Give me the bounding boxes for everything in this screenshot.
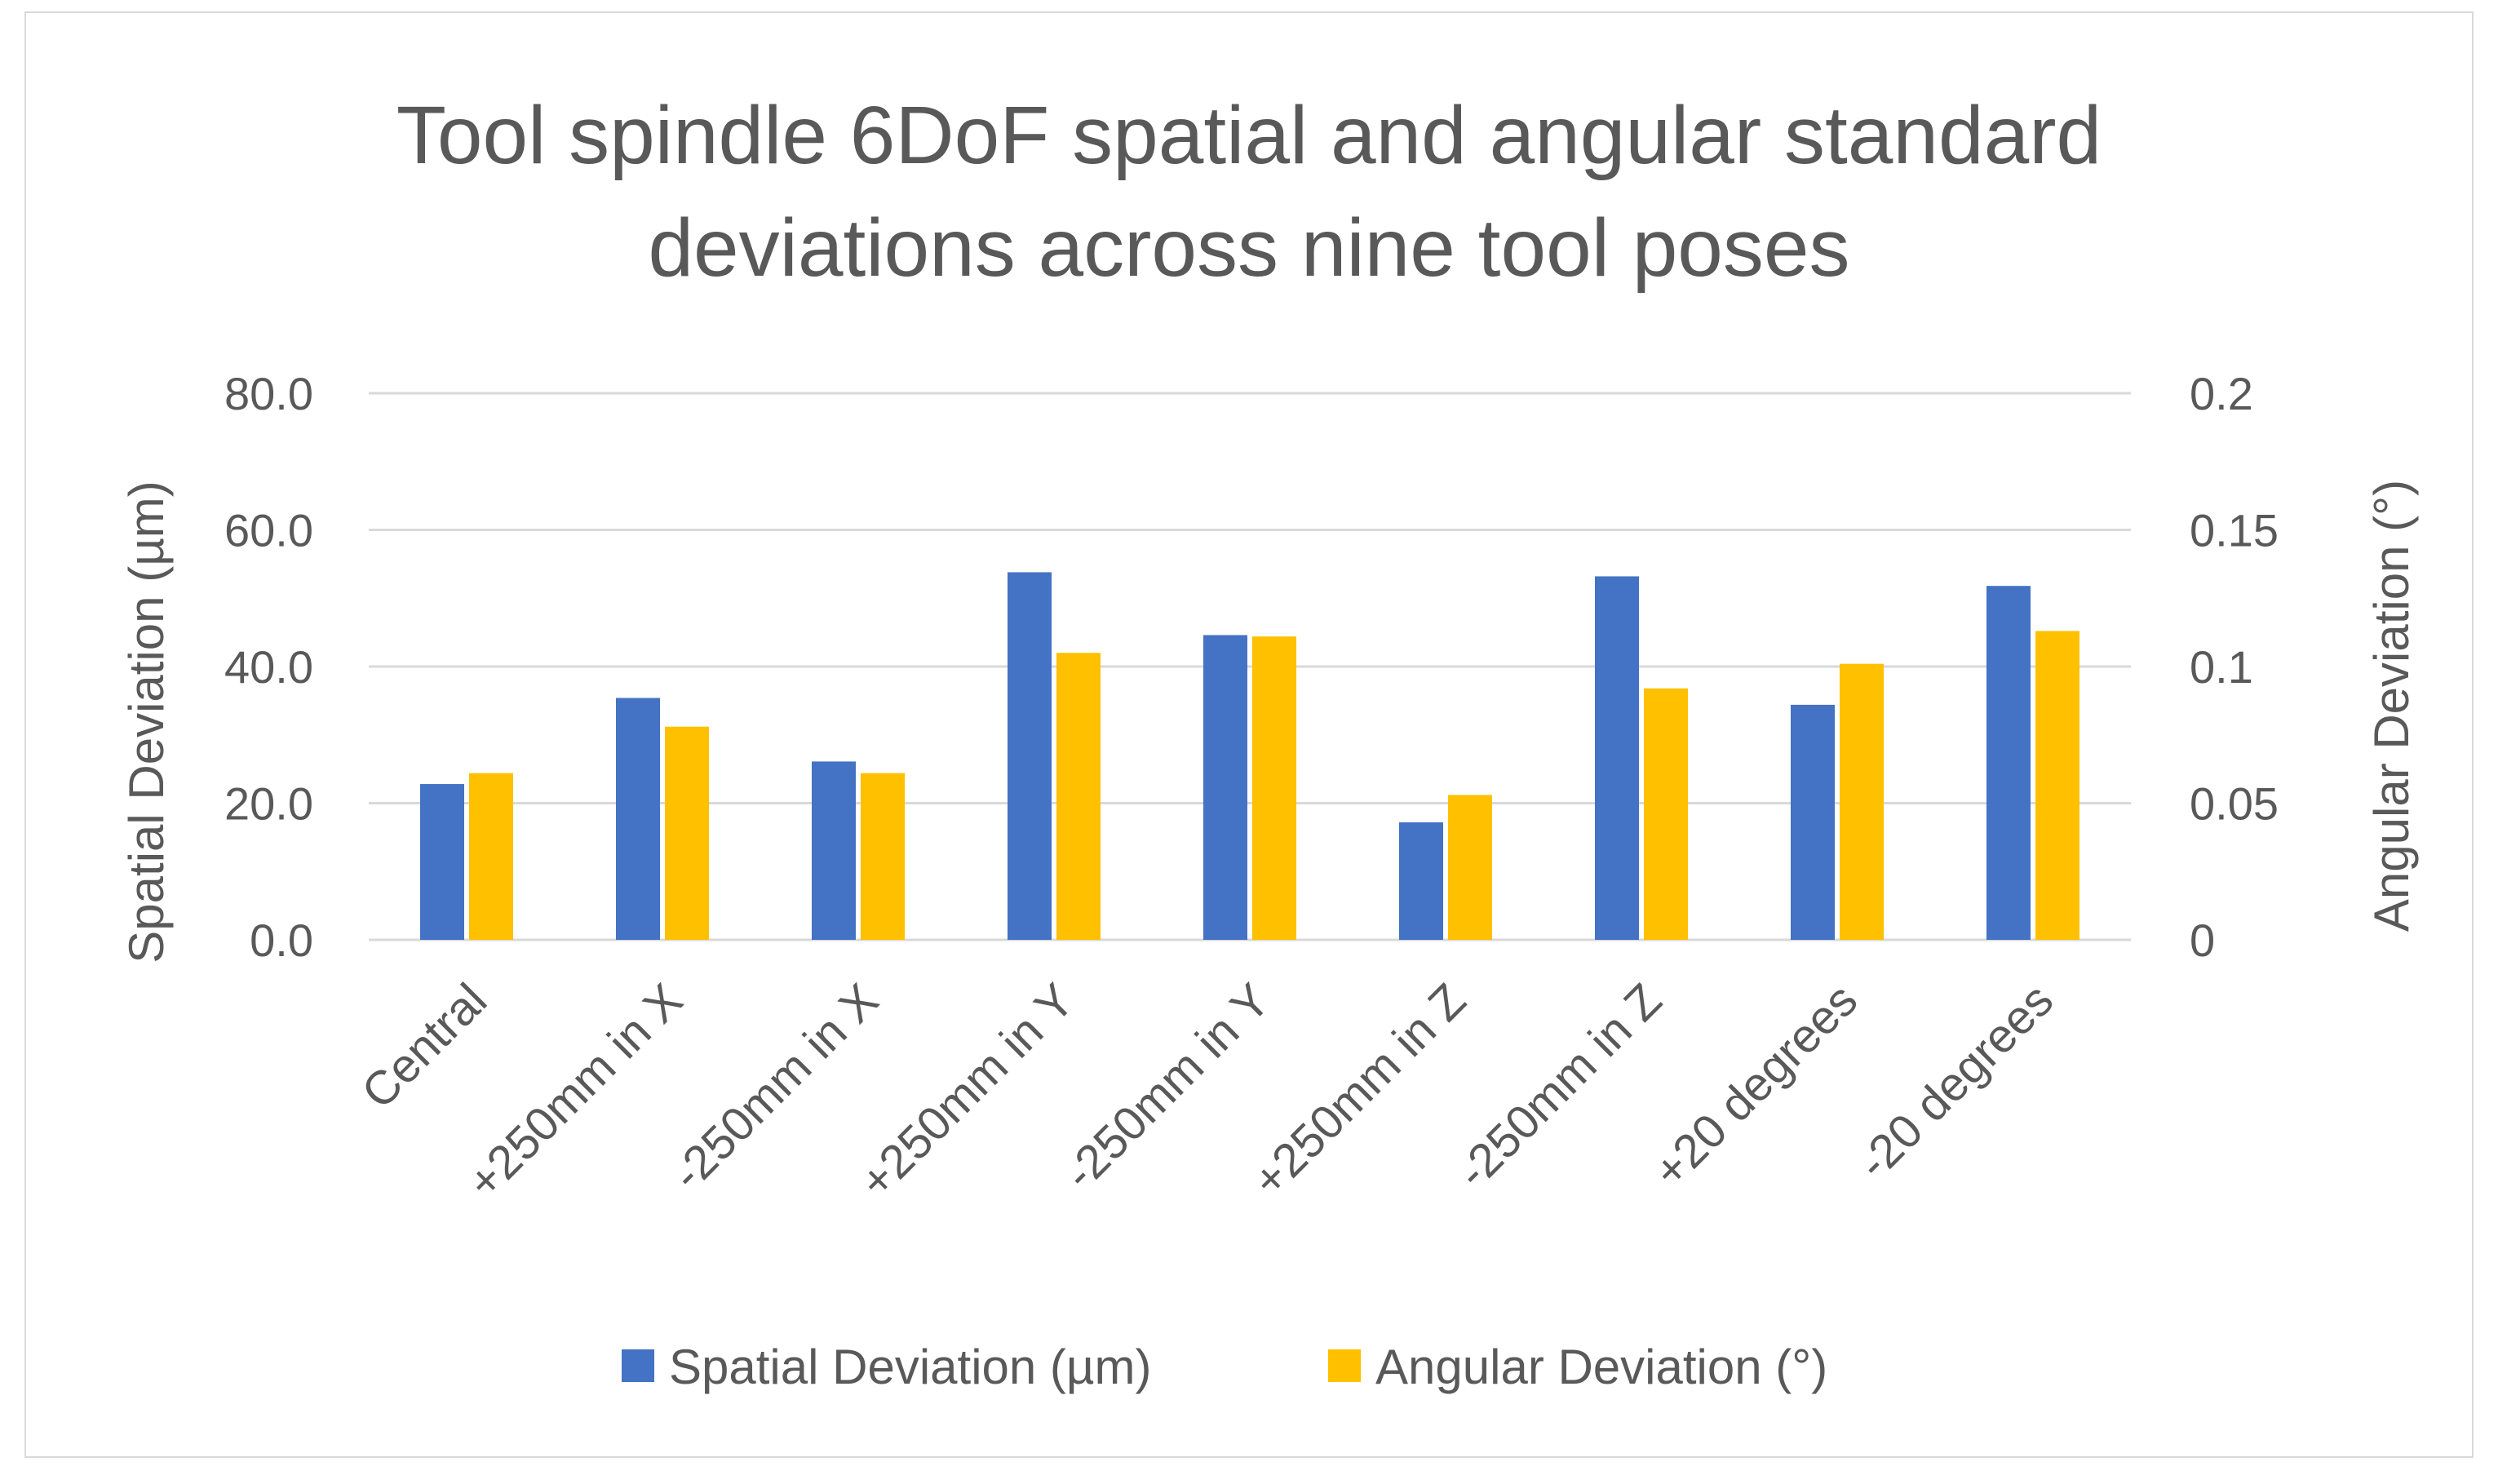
bar-spatial-3 (1008, 572, 1052, 940)
y2-tick-label: 0.15 (2190, 505, 2279, 556)
y-tick-label: 80.0 (224, 368, 313, 419)
chart-title-line-1: Tool spindle 6DoF spatial and angular st… (396, 90, 2102, 181)
chart-title-line-2: deviations across nine tool poses (648, 202, 1849, 294)
bar-angular-0 (469, 773, 513, 940)
bar-angular-1 (665, 726, 709, 940)
category-label: Central (352, 973, 497, 1119)
bar-spatial-2 (812, 761, 856, 940)
bar-spatial-0 (420, 784, 464, 940)
legend-label-spatial: Spatial Deviation (µm) (669, 1340, 1151, 1394)
bar-spatial-7 (1791, 704, 1835, 940)
y2-tick-label: 0.2 (2190, 368, 2253, 419)
bar-spatial-6 (1595, 576, 1639, 940)
category-label: -250mm in Z (1446, 973, 1672, 1198)
bars (420, 572, 2079, 940)
y-tick-label: 40.0 (224, 641, 313, 693)
gridlines (369, 392, 2131, 941)
y2-tick-label: 0.05 (2190, 778, 2279, 830)
bar-angular-8 (2035, 631, 2079, 940)
y2-axis-title: Angular Deviation (°) (2364, 480, 2419, 932)
category-labels: Central+250mm in X-250mm in X+250mm in Y… (352, 973, 2063, 1209)
y2-tick-label: 0.1 (2190, 641, 2253, 693)
bar-spatial-1 (616, 698, 660, 940)
y-tick-label: 20.0 (224, 778, 313, 830)
bar-spatial-5 (1399, 822, 1443, 940)
category-label: -20 degrees (1847, 973, 2063, 1189)
legend-swatch-spatial (622, 1349, 654, 1382)
bar-angular-3 (1056, 653, 1101, 940)
bar-angular-5 (1448, 795, 1492, 940)
y-tick-label: 60.0 (224, 505, 313, 556)
legend-swatch-angular (1328, 1349, 1361, 1382)
bar-angular-6 (1644, 688, 1688, 940)
bar-spatial-4 (1203, 635, 1247, 940)
legend: Spatial Deviation (µm) Angular Deviation… (622, 1340, 1827, 1394)
bar-spatial-8 (1986, 586, 2031, 940)
y-tick-label: 0.0 (250, 915, 313, 966)
category-label: +20 degrees (1643, 973, 1867, 1198)
y-axis-title: Spatial Deviation (µm) (119, 481, 174, 963)
legend-label-angular: Angular Deviation (°) (1375, 1340, 1827, 1394)
axis-ticks: 0.0 20.0 40.0 60.0 80.0 0 0.05 0.1 0.15 0.2 (224, 368, 2279, 966)
bar-angular-7 (1840, 663, 1884, 940)
bar-angular-2 (861, 773, 905, 940)
bar-angular-4 (1252, 636, 1296, 940)
y2-tick-label: 0 (2190, 915, 2215, 966)
